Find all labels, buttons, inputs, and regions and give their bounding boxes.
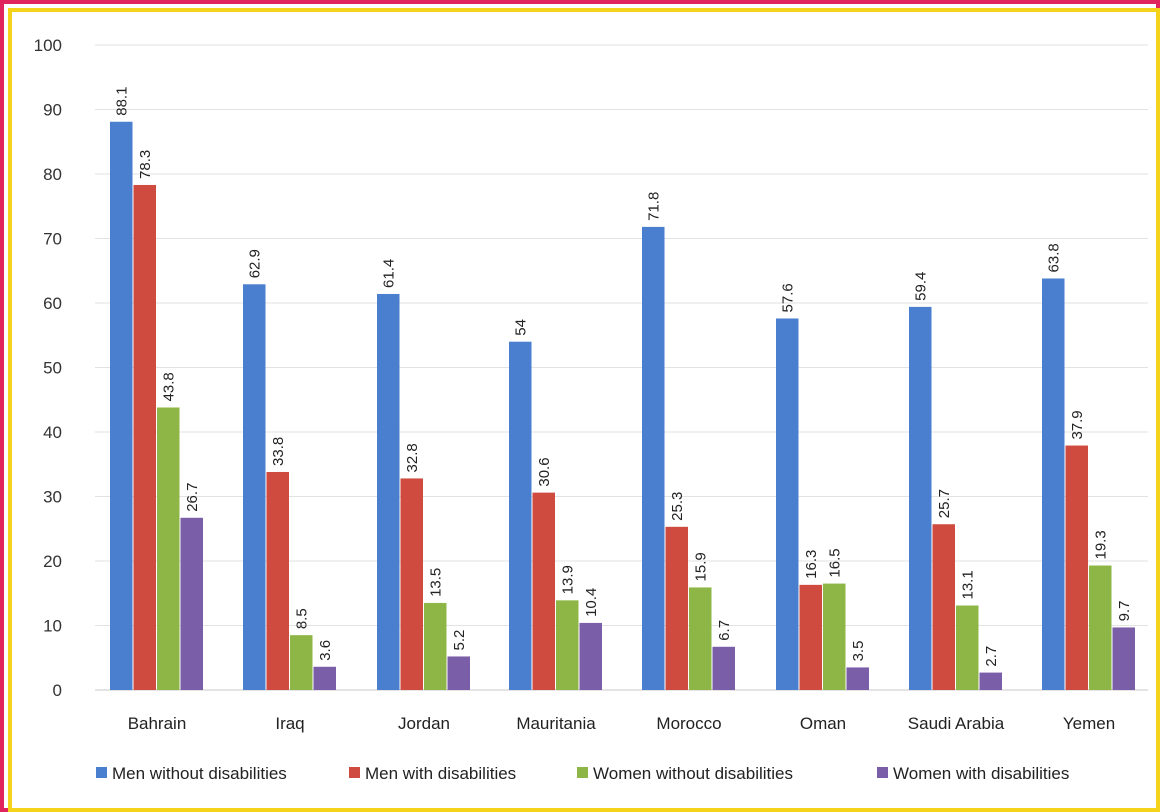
bar bbox=[532, 492, 555, 690]
data-label: 3.5 bbox=[850, 641, 867, 662]
y-tick-label: 0 bbox=[53, 681, 62, 700]
bar bbox=[377, 293, 400, 690]
data-label: 54 bbox=[513, 319, 530, 336]
data-label: 30.6 bbox=[536, 457, 553, 486]
data-label: 6.7 bbox=[716, 620, 733, 641]
y-tick-label: 50 bbox=[43, 359, 62, 378]
y-tick-label: 80 bbox=[43, 165, 62, 184]
data-label: 88.1 bbox=[114, 87, 131, 116]
gridlines bbox=[95, 44, 1148, 691]
x-category-label: Iraq bbox=[275, 714, 304, 733]
y-tick-label: 90 bbox=[43, 101, 62, 120]
data-label: 13.1 bbox=[960, 570, 977, 599]
bar bbox=[133, 184, 156, 690]
bar bbox=[1112, 627, 1135, 690]
bar bbox=[579, 622, 602, 690]
data-label: 9.7 bbox=[1116, 601, 1133, 622]
bar bbox=[243, 284, 266, 690]
bar bbox=[1065, 445, 1088, 690]
y-axis-ticks: 0 10 20 30 40 50 60 70 80 90 100 bbox=[34, 36, 62, 700]
bar bbox=[712, 646, 735, 690]
x-category-label: Morocco bbox=[656, 714, 721, 733]
data-label: 25.3 bbox=[669, 492, 686, 521]
bar bbox=[290, 635, 313, 690]
data-label: 10.4 bbox=[583, 588, 600, 617]
bar bbox=[1089, 565, 1112, 690]
bar bbox=[400, 478, 423, 690]
data-labels: 88.1 78.3 43.8 26.7 62.9 33.8 8.5 3.6 61.4 32.8 13… bbox=[114, 87, 1134, 667]
x-category-label: Bahrain bbox=[128, 714, 187, 733]
y-tick-label: 10 bbox=[43, 617, 62, 636]
y-tick-label: 60 bbox=[43, 294, 62, 313]
bar bbox=[509, 341, 532, 690]
data-label: 33.8 bbox=[270, 437, 287, 466]
data-label: 62.9 bbox=[247, 249, 264, 278]
data-label: 3.6 bbox=[317, 640, 334, 661]
bar bbox=[313, 666, 336, 690]
bars bbox=[110, 121, 1135, 690]
legend-swatch bbox=[96, 767, 107, 778]
data-label: 71.8 bbox=[646, 192, 663, 221]
bar bbox=[556, 600, 579, 690]
data-label: 78.3 bbox=[137, 150, 154, 179]
data-label: 32.8 bbox=[404, 443, 421, 472]
y-tick-label: 20 bbox=[43, 552, 62, 571]
bar bbox=[909, 306, 932, 690]
x-category-label: Jordan bbox=[398, 714, 450, 733]
data-label: 5.2 bbox=[451, 630, 468, 651]
bar bbox=[776, 318, 799, 690]
bar bbox=[424, 602, 447, 690]
legend-label: Men with disabilities bbox=[365, 764, 516, 783]
bar bbox=[689, 587, 712, 690]
legend-label: Men without disabilities bbox=[112, 764, 287, 783]
bar bbox=[665, 526, 688, 690]
data-label: 57.6 bbox=[780, 283, 797, 312]
data-label: 26.7 bbox=[184, 483, 201, 512]
data-label: 2.7 bbox=[983, 646, 1000, 667]
data-label: 16.5 bbox=[827, 548, 844, 577]
y-tick-label: 70 bbox=[43, 230, 62, 249]
bar bbox=[956, 605, 979, 690]
data-label: 15.9 bbox=[693, 552, 710, 581]
data-label: 25.7 bbox=[936, 489, 953, 518]
x-category-label: Mauritania bbox=[516, 714, 596, 733]
bar bbox=[266, 471, 289, 690]
bar bbox=[157, 407, 180, 690]
bar bbox=[180, 517, 203, 690]
data-label: 13.9 bbox=[560, 565, 577, 594]
data-label: 43.8 bbox=[161, 372, 178, 401]
bar bbox=[823, 583, 846, 690]
bar bbox=[110, 121, 133, 690]
data-label: 59.4 bbox=[913, 272, 930, 301]
x-category-label: Saudi Arabia bbox=[908, 714, 1005, 733]
data-label: 61.4 bbox=[381, 259, 398, 288]
x-category-label: Yemen bbox=[1063, 714, 1115, 733]
legend-label: Women with disabilities bbox=[893, 764, 1069, 783]
legend: Men without disabilities Men with disabil… bbox=[96, 764, 1069, 783]
bar bbox=[1042, 278, 1065, 690]
legend-label: Women without disabilities bbox=[593, 764, 793, 783]
data-label: 16.3 bbox=[803, 550, 820, 579]
y-tick-label: 30 bbox=[43, 488, 62, 507]
x-category-label: Oman bbox=[800, 714, 846, 733]
bar bbox=[799, 584, 822, 690]
x-axis-categories: Bahrain Iraq Jordan Mauritania Morocco Oman Sa… bbox=[128, 714, 1115, 733]
data-label: 19.3 bbox=[1093, 530, 1110, 559]
legend-swatch bbox=[877, 767, 888, 778]
bar bbox=[846, 667, 869, 690]
legend-swatch bbox=[577, 767, 588, 778]
y-tick-label: 100 bbox=[34, 36, 62, 55]
bar bbox=[979, 672, 1002, 690]
bar bbox=[447, 656, 470, 690]
data-label: 13.5 bbox=[428, 568, 445, 597]
data-label: 8.5 bbox=[294, 608, 311, 629]
bar bbox=[932, 524, 955, 690]
data-label: 63.8 bbox=[1046, 243, 1063, 272]
data-label: 37.9 bbox=[1069, 410, 1086, 439]
legend-swatch bbox=[349, 767, 360, 778]
y-tick-label: 40 bbox=[43, 423, 62, 442]
bar bbox=[642, 226, 665, 690]
